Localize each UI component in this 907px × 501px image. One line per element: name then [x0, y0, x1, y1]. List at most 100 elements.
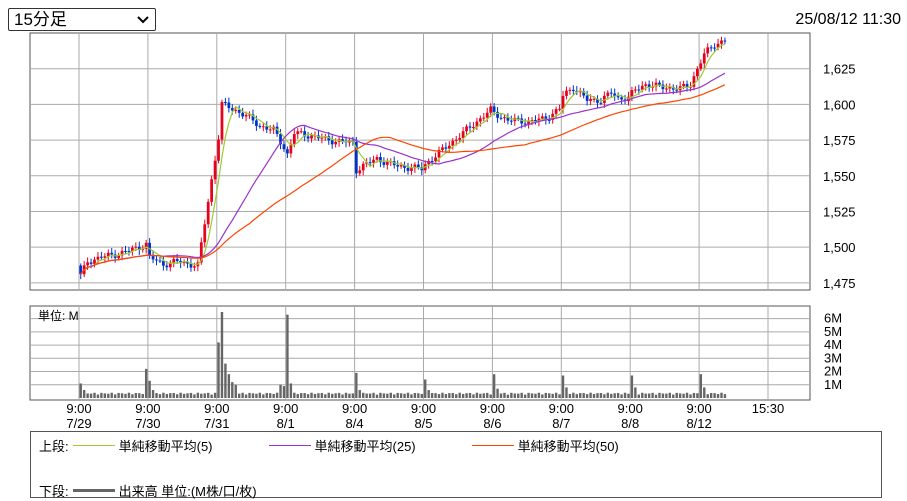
candle-body	[547, 119, 551, 121]
x-tick-date: 8/5	[414, 416, 432, 430]
volume-bar	[568, 393, 572, 398]
volume-bar	[203, 393, 206, 398]
volume-bar	[148, 380, 151, 398]
volume-bar	[558, 394, 561, 398]
volume-y-tick: 6M	[824, 311, 842, 326]
volume-bar	[82, 390, 86, 398]
candle-body	[151, 254, 155, 260]
candle-body	[186, 261, 189, 264]
volume-bar	[248, 392, 251, 398]
volume-bar	[210, 394, 213, 398]
volume-bar	[403, 393, 406, 398]
volume-bar	[96, 394, 100, 398]
volume-bar	[393, 394, 396, 398]
candle-body	[644, 84, 648, 86]
candle-body	[447, 145, 451, 149]
volume-bar	[610, 393, 613, 398]
volume-bar	[110, 392, 113, 398]
candle-body	[224, 102, 227, 104]
volume-bar	[282, 386, 286, 398]
candle-body	[664, 88, 668, 90]
volume-bar	[379, 392, 382, 398]
volume-bar	[723, 394, 727, 398]
volume-bar	[399, 393, 403, 398]
volume-bar	[93, 392, 96, 398]
candle-body	[585, 95, 589, 101]
candle-body	[361, 163, 365, 171]
volume-y-tick: 1M	[824, 377, 842, 392]
x-tick-date: 7/30	[135, 416, 160, 430]
volume-bar	[120, 393, 124, 398]
candle-body	[506, 117, 510, 121]
volume-bar	[279, 384, 282, 398]
candle-body	[79, 265, 83, 275]
volume-bar	[317, 393, 320, 398]
candle-body	[516, 117, 520, 119]
candle-body	[327, 136, 331, 141]
candle-body	[558, 108, 561, 110]
candle-body	[413, 164, 417, 169]
candle-body	[458, 138, 462, 140]
volume-bar	[234, 384, 237, 398]
volume-unit-label: 単位: M	[38, 308, 79, 323]
volume-bar	[599, 393, 603, 398]
period-select[interactable]: 15分足	[8, 8, 156, 31]
candle-body	[609, 92, 613, 94]
candle-body	[489, 106, 493, 113]
chart-datetime: 25/08/12 11:30	[795, 11, 901, 28]
volume-bar	[665, 393, 668, 398]
volume-bar	[331, 393, 334, 398]
candle-body	[137, 246, 141, 250]
volume-y-tick: 5M	[824, 324, 842, 339]
volume-bar	[131, 394, 134, 398]
volume-bar	[107, 393, 110, 398]
candle-body	[485, 112, 489, 118]
volume-bar	[541, 394, 544, 398]
volume-bar	[434, 393, 437, 398]
volume-bar	[489, 394, 492, 398]
x-tick-time: 9:00	[480, 401, 505, 416]
volume-bar	[144, 368, 148, 398]
volume-bar	[127, 392, 131, 398]
volume-bar	[348, 393, 351, 398]
volume-bar	[200, 393, 203, 398]
volume-bars	[79, 312, 727, 398]
volume-bar	[362, 392, 365, 398]
candle-body	[86, 262, 89, 266]
volume-bar	[306, 394, 310, 398]
x-tick-time: 9:00	[549, 401, 574, 416]
volume-bar	[162, 392, 165, 398]
candle-body	[654, 82, 658, 87]
volume-bar	[613, 393, 616, 398]
stock-chart: 9:007/299:007/309:007/319:008/19:008/49:…	[29, 32, 856, 430]
candle-body	[454, 139, 458, 141]
volume-bar	[427, 390, 430, 398]
candle-body	[227, 102, 231, 109]
volume-bar	[537, 392, 541, 398]
price-y-tick: 1,550	[823, 169, 856, 184]
volume-bar	[231, 382, 234, 398]
ma-line-25	[80, 72, 726, 275]
price-panel	[29, 32, 811, 291]
candle-body	[537, 118, 541, 122]
candle-body	[237, 109, 241, 113]
volume-bar	[692, 392, 696, 398]
volume-bar	[430, 393, 434, 398]
volume-bar	[237, 393, 241, 398]
volume-bar	[506, 394, 510, 398]
candle-body	[162, 260, 165, 266]
volume-bar	[582, 393, 585, 398]
volume-bar	[620, 394, 623, 398]
volume-bar	[678, 393, 682, 398]
volume-bar	[396, 392, 399, 398]
x-tick-date: 8/1	[277, 416, 295, 430]
x-tick-time: 9:00	[273, 401, 298, 416]
legend-upper-label: 上段:	[39, 439, 69, 454]
candle-body	[124, 250, 127, 252]
volume-bar	[100, 392, 103, 398]
volume-bar	[313, 393, 317, 398]
x-tick-time: 9:00	[135, 401, 160, 416]
candle-body	[296, 131, 300, 135]
volume-bar	[89, 393, 93, 398]
volume-bar	[517, 393, 520, 398]
